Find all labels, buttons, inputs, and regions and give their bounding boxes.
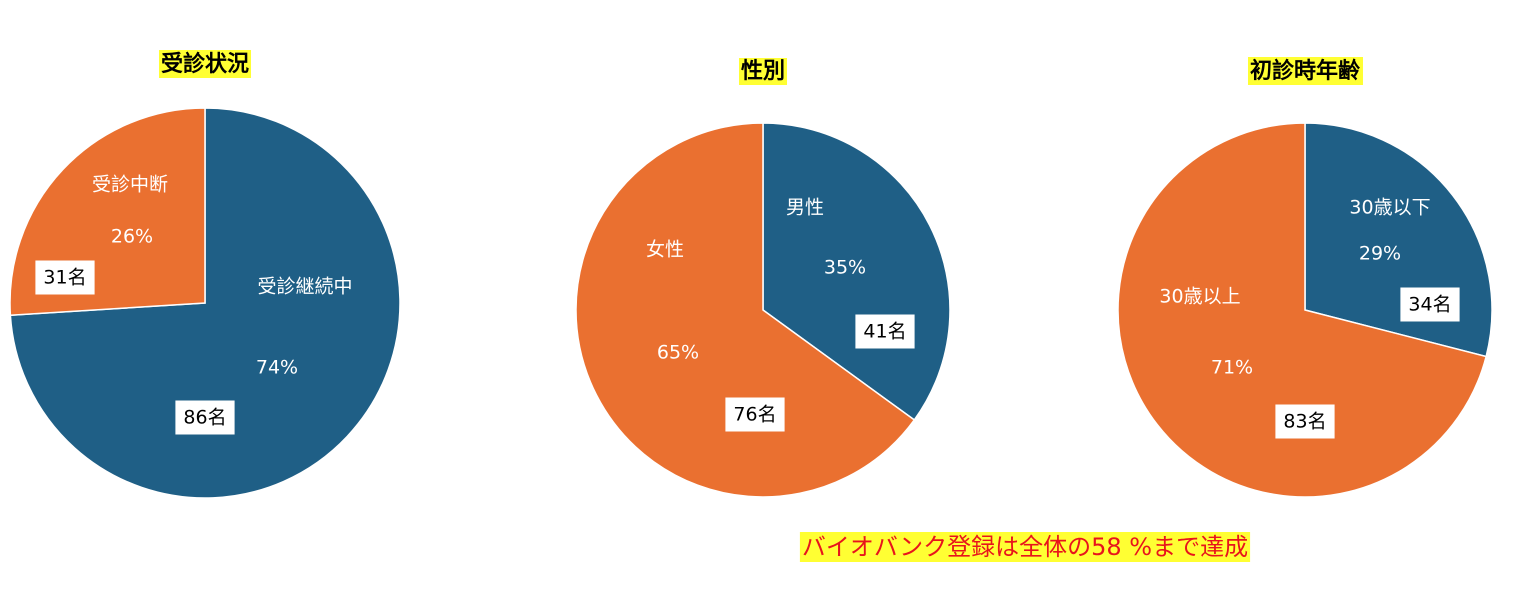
count-box — [35, 260, 95, 295]
count-label: 34名 — [1408, 294, 1451, 316]
count-box — [855, 314, 915, 349]
count-label: 83名 — [1283, 411, 1326, 433]
slice-label: 30歳以下 — [1349, 197, 1430, 219]
count-box — [725, 397, 785, 432]
chart-title: 性別 — [741, 59, 785, 84]
title-highlight — [738, 58, 788, 85]
percent-label: 29% — [1359, 243, 1401, 265]
count-label: 31名 — [43, 267, 86, 289]
annotation: バイオバンク登録は全体の58 %まで達成 — [802, 533, 1248, 561]
count-label: 41名 — [863, 321, 906, 343]
percent-label: 35% — [824, 257, 866, 279]
percent-label: 26% — [111, 226, 153, 248]
count-box — [1275, 404, 1335, 439]
slice-label: 30歳以上 — [1159, 286, 1240, 308]
slice-label: 受診継続中 — [257, 276, 352, 298]
percent-label: 65% — [657, 342, 699, 364]
pie-slice — [1117, 122, 1488, 498]
count-label: 86名 — [183, 407, 226, 429]
chart-title: 初診時年齢 — [1250, 58, 1361, 84]
chart-title: 受診状況 — [161, 51, 249, 77]
slice-label: 男性 — [786, 197, 824, 219]
percent-label: 74% — [256, 357, 298, 379]
slice-label: 女性 — [646, 239, 684, 261]
title-highlight — [1247, 57, 1363, 85]
count-label: 76名 — [733, 404, 776, 426]
slice-label: 受診中断 — [92, 174, 168, 196]
count-box — [175, 400, 235, 435]
title-highlight — [158, 50, 252, 78]
annotation-highlight — [799, 532, 1251, 562]
count-box — [1400, 287, 1460, 322]
pie-slice — [575, 122, 916, 498]
percent-label: 71% — [1211, 357, 1253, 379]
